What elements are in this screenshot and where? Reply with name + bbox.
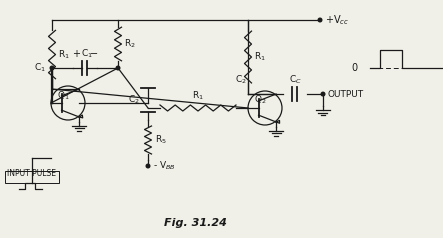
Text: R$_5$: R$_5$ [155, 134, 167, 146]
Text: OUTPUT: OUTPUT [328, 89, 364, 99]
Circle shape [50, 66, 54, 70]
Circle shape [318, 18, 322, 22]
Text: +V$_{cc}$: +V$_{cc}$ [325, 13, 350, 27]
Text: C$_C$: C$_C$ [288, 73, 301, 85]
Text: R$_2$: R$_2$ [124, 38, 136, 50]
Text: R$_1$: R$_1$ [192, 90, 204, 103]
Text: Q$_2$: Q$_2$ [254, 94, 266, 106]
Text: R$_1$: R$_1$ [58, 48, 70, 61]
Text: +: + [72, 49, 80, 59]
Circle shape [116, 66, 120, 70]
Text: R$_1$: R$_1$ [254, 51, 266, 63]
Text: −: − [90, 49, 98, 59]
Text: - V$_{BB}$: - V$_{BB}$ [153, 160, 176, 172]
Text: C$_2$: C$_2$ [235, 73, 247, 85]
Text: C$_1$: C$_1$ [34, 62, 46, 74]
Text: C$_1$: C$_1$ [81, 48, 93, 60]
Text: INPUT PULSE: INPUT PULSE [8, 169, 57, 178]
Text: C$_2$: C$_2$ [128, 94, 140, 106]
Text: 0: 0 [352, 63, 358, 73]
Circle shape [146, 164, 150, 168]
Circle shape [321, 92, 325, 96]
Text: Fig. 31.24: Fig. 31.24 [163, 218, 226, 228]
Text: Q$_1$: Q$_1$ [57, 90, 70, 103]
